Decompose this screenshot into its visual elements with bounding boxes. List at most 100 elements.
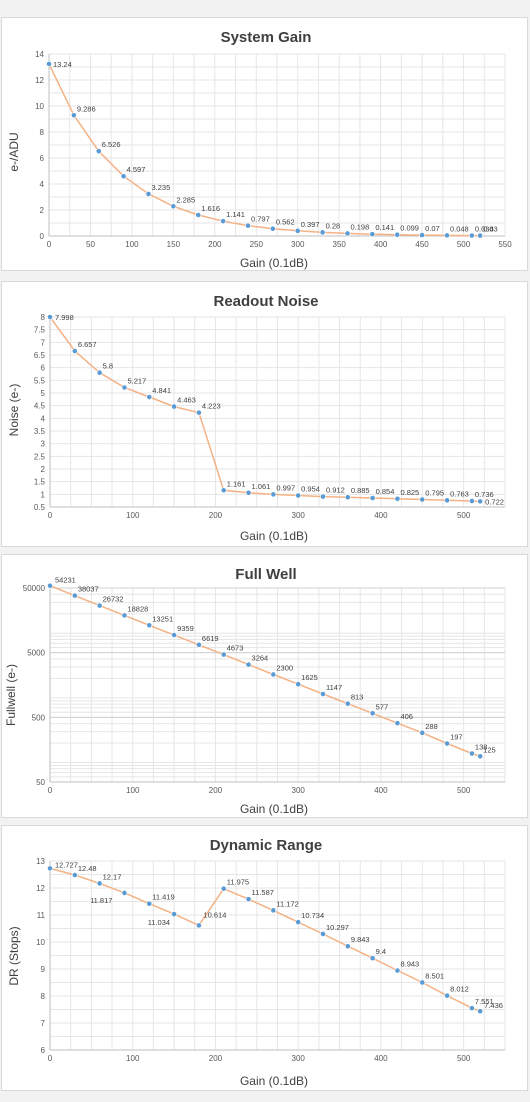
data-point: [220, 885, 227, 892]
data-point: [70, 112, 77, 119]
data-label: 0.034: [475, 225, 494, 234]
data-point: [319, 229, 326, 236]
data-label: 0.722: [485, 497, 504, 506]
y-tick-label: 6: [40, 154, 45, 163]
data-label: 11.975: [227, 878, 249, 887]
data-label: 0.397: [301, 220, 320, 229]
x-tick-label: 0: [48, 1054, 53, 1063]
data-point: [121, 384, 128, 391]
x-tick-label: 200: [209, 786, 223, 795]
data-label: 406: [400, 712, 413, 721]
y-tick-label: 6: [41, 364, 46, 373]
x-tick-label: 500: [457, 511, 471, 520]
x-tick-label: 400: [374, 786, 388, 795]
x-tick-label: 300: [292, 511, 306, 520]
data-label: 5.8: [103, 362, 113, 371]
y-tick-label: 0.5: [34, 503, 46, 512]
y-tick-label: 4: [41, 414, 46, 423]
data-label: 1.616: [201, 204, 220, 213]
x-tick-label: 100: [126, 1054, 140, 1063]
y-axis-title: Noise (e-): [7, 384, 21, 437]
data-point: [344, 700, 351, 707]
data-label: 0.797: [251, 215, 270, 224]
y-tick-label: 2: [40, 206, 45, 215]
data-point: [270, 491, 277, 498]
y-tick-label: 6: [41, 1046, 46, 1055]
data-label: 7.551: [475, 997, 494, 1006]
data-point: [245, 489, 252, 496]
readout-noise-chart: Readout Noise 0 100 200 300 400 500 0.5 1 1.5 2 2.…: [7, 293, 506, 543]
data-label: 2300: [276, 663, 293, 672]
x-tick-label: 400: [374, 511, 388, 520]
y-tick-label: 8: [41, 313, 46, 322]
data-point: [196, 409, 202, 416]
data-label: 26732: [103, 595, 124, 604]
data-label: 5.217: [127, 377, 146, 386]
y-tick-label: 10: [36, 938, 45, 947]
data-label: 0.736: [475, 490, 494, 499]
data-point: [469, 1005, 475, 1012]
data-point: [170, 203, 177, 210]
data-label: 0.763: [450, 489, 469, 498]
system-gain-chart: System Gain 0 50 100 150 200 250 300 350 400 450 5…: [7, 29, 512, 270]
data-label: 0.997: [276, 483, 295, 492]
y-tick-label: 50: [36, 778, 45, 787]
data-point: [469, 498, 475, 504]
y-tick-label: 5000: [27, 649, 45, 658]
data-point: [477, 232, 484, 239]
data-point: [344, 230, 351, 237]
data-point: [369, 710, 376, 717]
data-point: [71, 348, 78, 354]
data-label: 4.223: [202, 402, 221, 411]
data-point: [96, 369, 103, 376]
y-tick-label: 5.5: [34, 376, 46, 385]
data-label: 138: [475, 742, 488, 751]
data-label: 8.943: [400, 960, 419, 969]
x-tick-label: 0: [48, 511, 53, 520]
y-tick-label: 7: [41, 1019, 46, 1028]
chart-panel-dynamic-range: Dynamic Range 0 100 200 300 400 500 6 7 8 9 10 11 12…: [1, 825, 528, 1091]
data-point: [146, 622, 153, 629]
data-point: [95, 148, 102, 155]
x-tick-label: 200: [209, 1054, 223, 1063]
data-point: [444, 740, 450, 747]
data-point: [46, 60, 52, 67]
data-label: 11.034: [148, 918, 170, 927]
y-tick-label: 5: [41, 389, 46, 398]
y-tick-label: 0: [40, 232, 45, 241]
y-tick-label: 2.5: [34, 452, 46, 461]
data-point: [294, 227, 301, 234]
data-label: 3.235: [151, 183, 170, 192]
data-label: 9.286: [77, 104, 96, 113]
y-tick-label: 9: [41, 965, 46, 974]
data-point: [344, 943, 351, 950]
data-point: [171, 911, 177, 917]
data-label: 577: [376, 702, 389, 711]
data-point: [394, 720, 401, 727]
data-label: 813: [351, 693, 364, 702]
data-label: 0.912: [326, 486, 345, 495]
data-label: 288: [425, 722, 438, 731]
data-point: [419, 729, 426, 736]
x-tick-label: 300: [291, 240, 305, 249]
x-tick-label: 200: [209, 511, 223, 520]
x-tick-label: 500: [457, 240, 471, 249]
data-label: 0.562: [276, 218, 295, 227]
data-point: [245, 896, 252, 903]
y-tick-label: 4: [40, 180, 45, 189]
data-point: [245, 661, 252, 668]
data-label: 0.854: [376, 487, 395, 496]
data-label: 0.954: [301, 484, 320, 493]
data-label: 18828: [127, 604, 148, 613]
x-tick-label: 50: [86, 240, 95, 249]
y-tick-label: 3.5: [34, 427, 46, 436]
x-tick-label: 150: [167, 240, 181, 249]
y-tick-label: 8: [41, 992, 46, 1001]
data-point: [196, 922, 202, 929]
data-label: 0.048: [450, 224, 469, 233]
data-label: 1147: [326, 683, 342, 692]
data-label: 11.172: [276, 899, 298, 908]
chart-panel-full-well: Full Well 0 100 200 300 400 500 50000 5000 500 50…: [1, 554, 528, 818]
data-point: [419, 979, 426, 986]
y-axis-title: DR (Stops): [7, 926, 21, 985]
